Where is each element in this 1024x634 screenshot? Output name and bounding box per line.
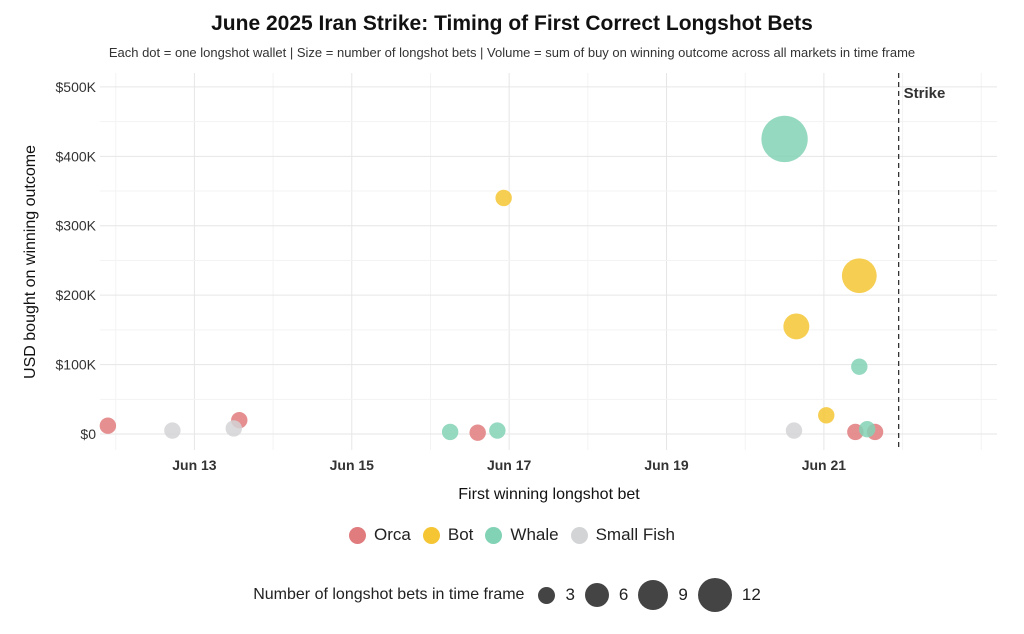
point-orca xyxy=(99,417,117,434)
y-tick-label: $200K xyxy=(56,287,97,303)
y-tick-label: $0 xyxy=(80,426,96,442)
point-bot xyxy=(783,313,810,340)
size-legend-item: 6 xyxy=(584,583,629,607)
point-orca xyxy=(469,424,486,441)
strike-label: Strike xyxy=(904,85,946,102)
size-legend: Number of longshot bets in time frame 3 6… xyxy=(0,578,1024,612)
size-legend-item: 3 xyxy=(538,585,575,605)
legend-item-small-fish: Small Fish xyxy=(570,525,675,545)
x-tick-label: Jun 15 xyxy=(330,457,375,473)
legend-item-bot: Bot xyxy=(422,525,474,545)
point-whale xyxy=(761,115,808,163)
y-tick-label: $300K xyxy=(56,218,97,234)
point-small-fish xyxy=(164,422,181,439)
size-legend-circle xyxy=(638,580,669,610)
legend-label: Whale xyxy=(510,525,559,544)
chart-title: June 2025 Iran Strike: Timing of First C… xyxy=(211,12,813,35)
legend-item-whale: Whale xyxy=(485,525,559,545)
size-legend-circle xyxy=(584,583,609,607)
grid-lines xyxy=(100,73,997,450)
point-whale xyxy=(858,420,876,438)
x-tick-label: Jun 19 xyxy=(644,457,689,473)
point-bot xyxy=(495,189,512,207)
legend-label: Orca xyxy=(374,525,411,544)
size-legend-label: 12 xyxy=(741,585,761,604)
legend-label: Bot xyxy=(447,525,474,544)
y-tick-label: $400K xyxy=(56,148,97,164)
size-legend-circle xyxy=(697,578,732,612)
point-small-fish xyxy=(225,420,242,437)
size-legend-label: 6 xyxy=(618,585,629,604)
size-legend-item: 12 xyxy=(697,578,761,612)
x-axis-label: First winning longshot bet xyxy=(458,486,640,503)
y-tick-label: $100K xyxy=(56,357,97,373)
size-legend-label: 9 xyxy=(678,585,688,604)
x-tick-label: Jun 13 xyxy=(172,457,217,473)
size-legend-title: Number of longshot bets in time frame xyxy=(253,586,525,603)
legend-item-orca: Orca xyxy=(349,525,411,545)
legend-swatch xyxy=(570,526,588,544)
strike-annotation: Strike xyxy=(897,73,946,450)
y-axis-label: USD bought on winning outcome xyxy=(22,145,39,379)
point-whale xyxy=(441,423,459,441)
point-small-fish xyxy=(785,422,803,439)
size-legend-label: 3 xyxy=(565,585,575,604)
size-legend-circle xyxy=(538,586,556,604)
legend-swatch xyxy=(422,526,440,544)
category-legend: Orca Bot Whale Small Fish xyxy=(0,525,1024,545)
axis-ticks: $0 $100K $200K $300K $400K $500K Jun 13 Jun 15 J… xyxy=(56,79,847,473)
x-tick-label: Jun 17 xyxy=(487,457,532,473)
point-bot xyxy=(818,407,835,424)
y-tick-label: $500K xyxy=(56,79,97,95)
chart-subtitle: Each dot = one longshot wallet | Size = … xyxy=(108,45,916,60)
data-points xyxy=(99,115,884,441)
legend-label: Small Fish xyxy=(595,525,675,544)
point-bot xyxy=(841,258,877,294)
legend-swatch xyxy=(485,526,503,544)
size-legend-item: 9 xyxy=(638,580,688,610)
x-tick-label: Jun 21 xyxy=(802,457,847,473)
point-whale xyxy=(489,422,506,439)
point-whale xyxy=(851,358,868,375)
legend-swatch xyxy=(349,526,367,544)
